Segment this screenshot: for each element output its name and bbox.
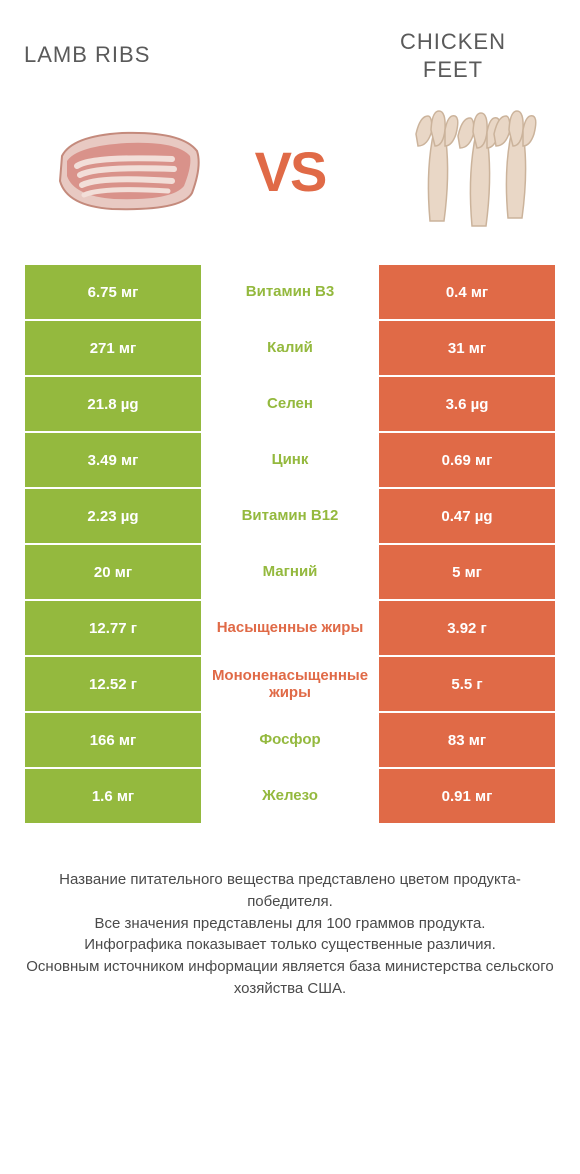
table-row: 6.75 мгВитамин B30.4 мг (25, 265, 555, 321)
left-value-cell: 21.8 µg (25, 377, 201, 433)
right-title-line2: FEET (350, 56, 556, 84)
nutrient-name-cell: Фосфор (201, 713, 379, 769)
right-value-cell: 0.91 мг (379, 769, 555, 825)
vs-label: VS (230, 139, 350, 204)
table-row: 12.77 гНасыщенные жиры3.92 г (25, 601, 555, 657)
right-food-image (350, 101, 556, 241)
nutrient-name-cell: Селен (201, 377, 379, 433)
nutrient-name-cell: Мононенасыщенные жиры (201, 657, 379, 713)
right-value-cell: 5.5 г (379, 657, 555, 713)
nutrient-name-cell: Насыщенные жиры (201, 601, 379, 657)
right-value-cell: 83 мг (379, 713, 555, 769)
right-value-cell: 0.69 мг (379, 433, 555, 489)
nutrient-name-cell: Цинк (201, 433, 379, 489)
infographic-root: LAMB RIBS CHICKEN FEET VS (0, 0, 580, 1174)
lamb-ribs-icon (42, 111, 212, 231)
right-value-cell: 0.4 мг (379, 265, 555, 321)
footer-line-1: Название питательного вещества представл… (24, 869, 556, 913)
left-value-cell: 6.75 мг (25, 265, 201, 321)
left-food-image (24, 101, 230, 241)
table-row: 271 мгКалий31 мг (25, 321, 555, 377)
nutrient-name-cell: Витамин B12 (201, 489, 379, 545)
left-food-title: LAMB RIBS (24, 28, 230, 68)
footer-line-2: Все значения представлены для 100 граммо… (24, 913, 556, 935)
left-value-cell: 1.6 мг (25, 769, 201, 825)
right-value-cell: 5 мг (379, 545, 555, 601)
left-value-cell: 166 мг (25, 713, 201, 769)
right-title-line1: CHICKEN (350, 28, 556, 56)
nutrient-name-cell: Калий (201, 321, 379, 377)
left-value-cell: 12.77 г (25, 601, 201, 657)
table-row: 21.8 µgСелен3.6 µg (25, 377, 555, 433)
left-value-cell: 20 мг (25, 545, 201, 601)
right-value-cell: 0.47 µg (379, 489, 555, 545)
table-row: 12.52 гМононенасыщенные жиры5.5 г (25, 657, 555, 713)
right-value-cell: 3.92 г (379, 601, 555, 657)
footer-line-4: Основным источником информации является … (24, 956, 556, 1000)
table-row: 20 мгМагний5 мг (25, 545, 555, 601)
left-value-cell: 271 мг (25, 321, 201, 377)
footer-line-3: Инфографика показывает только существенн… (24, 934, 556, 956)
title-row: LAMB RIBS CHICKEN FEET (0, 0, 580, 91)
table-row: 1.6 мгЖелезо0.91 мг (25, 769, 555, 825)
right-food-title: CHICKEN FEET (350, 28, 556, 83)
left-value-cell: 3.49 мг (25, 433, 201, 489)
nutrient-name-cell: Магний (201, 545, 379, 601)
nutrient-name-cell: Железо (201, 769, 379, 825)
chicken-feet-icon (368, 106, 538, 236)
table-row: 2.23 µgВитамин B120.47 µg (25, 489, 555, 545)
table-row: 166 мгФосфор83 мг (25, 713, 555, 769)
left-value-cell: 2.23 µg (25, 489, 201, 545)
footer-notes: Название питательного вещества представл… (0, 825, 580, 1000)
images-row: VS (0, 91, 580, 265)
nutrient-name-cell: Витамин B3 (201, 265, 379, 321)
table-row: 3.49 мгЦинк0.69 мг (25, 433, 555, 489)
right-value-cell: 3.6 µg (379, 377, 555, 433)
right-value-cell: 31 мг (379, 321, 555, 377)
left-value-cell: 12.52 г (25, 657, 201, 713)
nutrient-table: 6.75 мгВитамин B30.4 мг271 мгКалий31 мг2… (25, 265, 555, 825)
